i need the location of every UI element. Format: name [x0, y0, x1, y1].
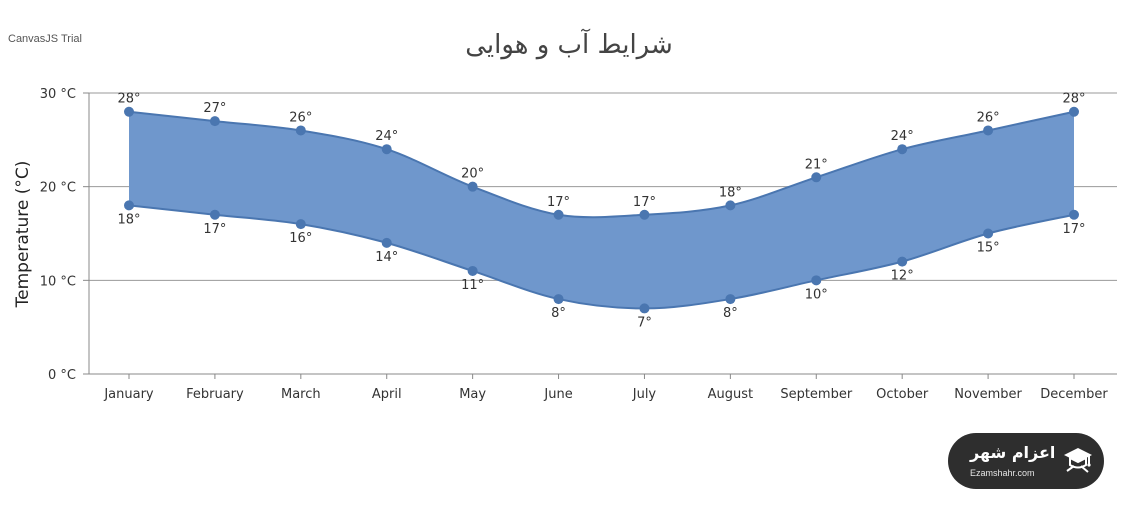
brand-name: اعزام شهر: [970, 443, 1056, 462]
y-axis-title: Temperature (°C): [13, 161, 33, 309]
low-data-label: 17°: [1062, 222, 1085, 237]
high-data-label: 24°: [891, 129, 914, 144]
low-data-label: 12°: [891, 269, 914, 284]
brand-domain: Ezamshahr.com: [970, 468, 1035, 478]
x-tick-label: October: [876, 387, 929, 402]
high-data-label: 27°: [203, 101, 226, 116]
x-tick-label: August: [708, 387, 754, 402]
low-data-label: 14°: [375, 250, 398, 265]
x-tick-label: May: [459, 387, 486, 402]
low-marker: [1069, 209, 1079, 220]
low-marker: [124, 200, 134, 211]
high-marker: [553, 209, 564, 220]
high-marker: [124, 106, 134, 117]
x-tick-label: June: [543, 387, 572, 402]
high-data-label: 18°: [719, 185, 742, 200]
low-data-label: 10°: [805, 287, 828, 302]
x-tick-label: September: [780, 387, 853, 402]
low-data-label: 16°: [289, 231, 312, 246]
low-marker: [209, 209, 220, 220]
high-marker: [1069, 106, 1079, 117]
low-marker: [897, 256, 908, 267]
y-tick-label: 10 °C: [40, 274, 76, 289]
y-tick-label: 0 °C: [48, 368, 76, 383]
range-area: [128, 110, 1075, 310]
high-data-label: 26°: [977, 110, 1000, 125]
x-tick-label: January: [103, 387, 154, 402]
high-data-label: 28°: [117, 92, 140, 107]
high-marker: [381, 144, 392, 155]
x-tick-label: April: [372, 387, 402, 402]
x-tick-label: December: [1040, 387, 1108, 402]
x-tick-label: February: [186, 387, 244, 402]
canvasjs-trial-watermark: CanvasJS Trial: [8, 33, 82, 45]
data-markers: [124, 106, 1079, 314]
high-marker: [209, 116, 220, 127]
high-marker: [725, 200, 736, 211]
low-marker: [639, 303, 650, 314]
low-marker: [381, 237, 392, 248]
high-data-label: 28°: [1062, 92, 1085, 107]
y-tick-label: 30 °C: [40, 87, 76, 102]
low-data-label: 17°: [203, 222, 226, 237]
y-tick-label: 20 °C: [40, 181, 76, 196]
high-marker: [897, 144, 908, 155]
chart-title: شرایط آب و هوایی: [465, 30, 673, 60]
data-labels: 28° 27° 26° 24° 20° 17° 17° 18° 21° 24° 26° 28° 18° 1…: [117, 92, 1085, 331]
high-line: [128, 110, 1075, 219]
high-marker: [639, 209, 650, 220]
low-marker: [467, 265, 478, 276]
brand-watermark: اعزام شهر Ezamshahr.com: [948, 433, 1104, 489]
high-data-label: 17°: [633, 195, 656, 210]
x-tick-label: July: [632, 387, 657, 402]
x-tick-label: November: [954, 387, 1022, 402]
low-marker: [295, 219, 306, 230]
axes: 0 °C 10 °C 20 °C 30 °C January February March A…: [40, 87, 1117, 402]
low-data-label: 7°: [637, 315, 652, 330]
low-marker: [983, 228, 994, 239]
x-tick-label: March: [281, 387, 321, 402]
low-marker: [553, 294, 564, 305]
low-data-label: 15°: [977, 241, 1000, 256]
high-marker: [295, 125, 306, 136]
high-data-label: 26°: [289, 110, 312, 125]
high-marker: [983, 125, 994, 136]
high-data-label: 21°: [805, 157, 828, 172]
high-marker: [467, 181, 478, 192]
graduation-cap-icon: [1064, 448, 1092, 473]
low-marker: [811, 275, 822, 286]
low-data-label: 18°: [117, 212, 140, 227]
low-marker: [725, 294, 736, 305]
low-line: [128, 204, 1075, 310]
range-area-fill: [129, 111, 1074, 309]
high-data-label: 24°: [375, 129, 398, 144]
high-data-label: 17°: [547, 195, 570, 210]
high-data-label: 20°: [461, 167, 484, 182]
low-data-label: 8°: [551, 306, 566, 321]
low-data-label: 8°: [723, 306, 738, 321]
high-marker: [811, 172, 822, 183]
low-data-label: 11°: [461, 278, 484, 293]
